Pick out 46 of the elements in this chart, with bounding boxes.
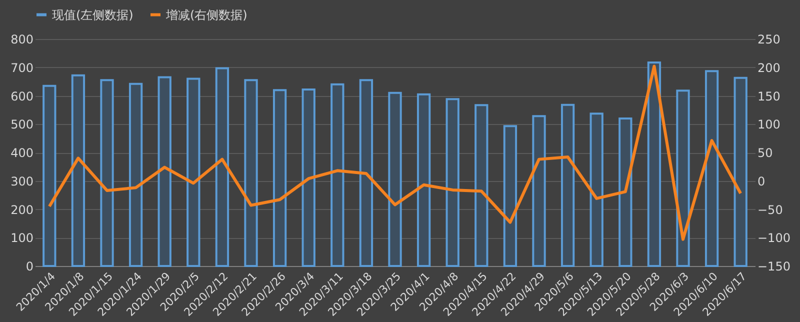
bar	[186, 78, 200, 267]
bar	[590, 112, 604, 267]
y2-tick-label: 0	[758, 174, 766, 188]
y-tick-label: 200	[10, 202, 34, 217]
y-tick-label: 400	[10, 146, 34, 160]
bar	[474, 104, 488, 267]
y-tick-label: 800	[10, 32, 34, 46]
bar	[215, 67, 230, 267]
y2-tick-label: 250	[758, 32, 780, 46]
legend-label: 增减(右侧数据)	[165, 8, 248, 22]
bar	[42, 84, 56, 267]
bar	[704, 70, 719, 267]
bar	[359, 79, 374, 267]
y2-tick-label: 150	[758, 89, 780, 104]
y2-tick-label: −50	[758, 202, 783, 217]
y-tick-label: 600	[10, 89, 34, 104]
bar	[734, 76, 748, 267]
y-tick-label: 300	[10, 174, 34, 188]
bar	[446, 98, 460, 267]
bar	[244, 79, 258, 267]
y2-tick-label: 200	[758, 60, 780, 75]
y-tick-label: 100	[10, 231, 34, 246]
bar	[560, 104, 575, 267]
bar	[618, 117, 632, 267]
bar	[302, 88, 316, 267]
bar	[676, 90, 690, 267]
bar	[330, 83, 344, 267]
bar	[100, 79, 114, 267]
bar	[532, 115, 546, 267]
bar	[503, 125, 518, 267]
y2-tick-label: −100	[758, 231, 790, 246]
bar	[647, 62, 662, 267]
legend-label: 现值(左侧数据)	[52, 8, 134, 22]
y2-tick-label: 100	[758, 118, 780, 132]
bar	[71, 74, 86, 267]
y-tick-label: 700	[10, 60, 34, 75]
bar	[158, 76, 172, 267]
bar	[388, 92, 402, 267]
y2-tick-label: 50	[758, 146, 773, 160]
bar	[128, 82, 143, 267]
y2-tick-label: −150	[758, 260, 790, 274]
y-tick-label: 0	[26, 260, 34, 274]
bar	[272, 89, 287, 267]
line-series	[48, 64, 742, 241]
bar	[416, 93, 431, 267]
y-tick-label: 500	[10, 118, 34, 132]
